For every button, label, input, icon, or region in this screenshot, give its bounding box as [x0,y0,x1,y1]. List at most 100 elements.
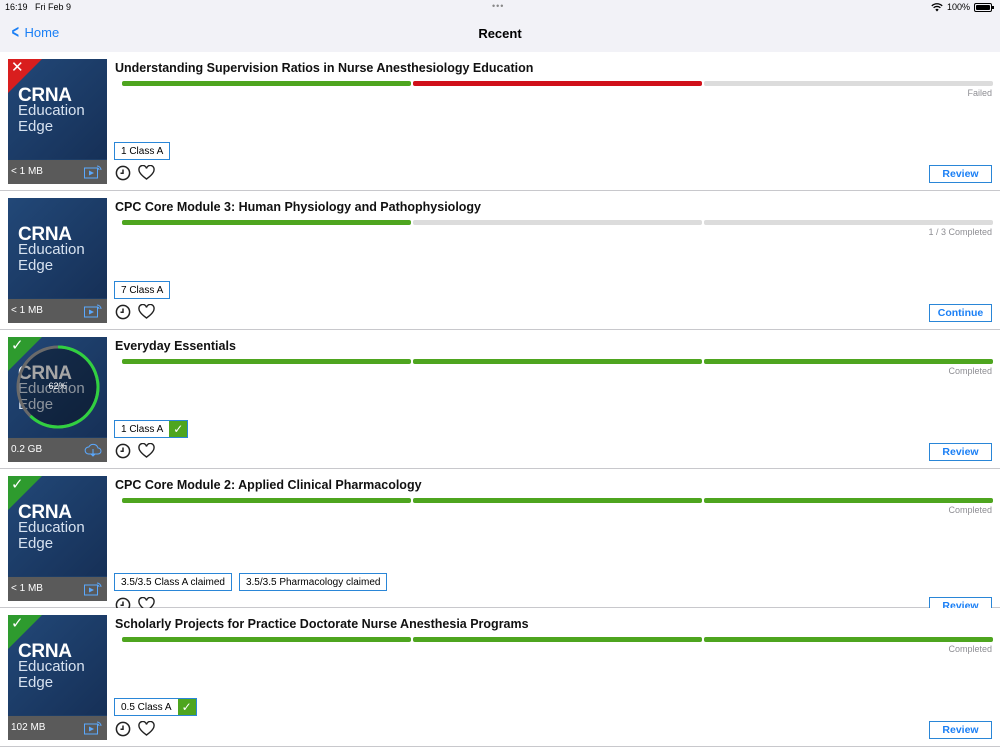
progress-bar [122,359,993,364]
failed-badge [8,59,42,93]
thumbnail-brand-line: Edge [18,397,85,413]
completed-badge [8,615,42,649]
navigation-bar: < Home Recent [0,14,1000,52]
course-thumbnail[interactable]: CRNA Education Edge ✓ 102 MB [8,615,107,740]
thumbnail-brand-subtitle: Education Edge [18,381,85,413]
cloud-download-icon[interactable] [84,443,102,457]
heart-icon[interactable] [138,597,155,613]
play-icon[interactable] [84,721,102,735]
review-button[interactable]: Review [929,721,992,739]
course-title[interactable]: Scholarly Projects for Practice Doctorat… [115,617,529,631]
status-time: 16:19 [5,2,28,12]
course-title[interactable]: Everyday Essentials [115,339,236,353]
thumbnail-brand-title: CRNA [18,224,72,245]
course-thumbnail[interactable]: CRNA Education Edge 62% ✓ 0.2 GB [8,337,107,462]
file-size: 102 MB [11,722,46,733]
back-label: Home [24,25,60,40]
thumbnail-brand-line: Education [18,658,85,675]
progress-status: Completed [948,505,992,515]
clock-icon[interactable] [115,304,131,320]
progress-bar [122,637,993,642]
play-icon[interactable] [84,165,102,179]
list-item[interactable]: CRNA Education Edge 62% ✓ 0.2 GB Everyda… [0,330,1000,469]
thumbnail-brand-line: Edge [18,118,54,135]
clock-icon[interactable] [115,721,131,737]
list-item[interactable]: CRNA Education Edge ✓ < 1 MB CPC Core Mo… [0,469,1000,615]
status-bar: 16:19 Fri Feb 9 ••• 100% [0,0,1000,14]
credit-tag: 3.5/3.5 Pharmacology claimed [238,573,388,591]
thumbnail-footer: 102 MB [8,716,107,740]
thumbnail-background [8,198,107,298]
thumbnail-brand-line: Edge [18,674,54,691]
thumbnail-brand-line: Education [18,241,85,258]
claimed-check-icon: ✓ [177,699,196,715]
download-percent: 62% [48,381,67,391]
status-date: Fri Feb 9 [35,2,72,12]
battery-icon [974,2,994,12]
continue-button[interactable]: Continue [929,304,992,322]
recent-list: CRNA Education Edge ✕ < 1 MB Understandi… [0,52,1000,747]
credit-tag-label: 7 Class A [121,284,164,296]
multitasking-dots-icon[interactable]: ••• [492,1,505,11]
credit-tag: 3.5/3.5 Class A claimed [114,573,232,591]
course-title[interactable]: Understanding Supervision Ratios in Nurs… [115,61,534,75]
heart-icon[interactable] [138,721,155,737]
credit-tag: 1 Class A ✓ [114,420,189,438]
row-icons [115,721,155,737]
file-size: 0.2 GB [11,444,43,455]
thumbnail-brand-line: Edge [18,535,54,552]
credit-tag-label: 1 Class A [121,145,164,157]
list-item[interactable]: CRNA Education Edge ✓ 102 MB Scholarly P… [0,608,1000,747]
progress-segment [413,498,702,503]
review-button[interactable]: Review [929,443,992,461]
wifi-icon [931,2,943,11]
course-thumbnail[interactable]: CRNA Education Edge < 1 MB [8,198,107,323]
progress-segment [413,81,702,86]
clock-icon[interactable] [115,443,131,459]
thumbnail-brand-subtitle: Education Edge [18,659,85,691]
file-size: < 1 MB [11,166,43,177]
completed-badge [8,337,42,371]
progress-segment [413,359,702,364]
progress-segment [122,81,411,86]
credit-tag: 0.5 Class A ✓ [114,698,197,716]
review-button[interactable]: Review [929,165,992,183]
credit-tag: 1 Class A [114,142,171,160]
list-item[interactable]: CRNA Education Edge < 1 MB CPC Core Modu… [0,191,1000,330]
chevron-left-icon: < [11,22,19,42]
heart-icon[interactable] [138,165,155,181]
thumbnail-footer: < 1 MB [8,160,107,184]
progress-segment [122,498,411,503]
file-size: < 1 MB [11,583,43,594]
completed-badge [8,476,42,510]
clock-icon[interactable] [115,165,131,181]
progress-segment [122,637,411,642]
course-thumbnail[interactable]: CRNA Education Edge ✓ < 1 MB [8,476,107,601]
progress-status: Failed [967,88,992,98]
page-title: Recent [478,26,522,41]
checkmark-icon: ✓ [11,337,24,354]
course-title[interactable]: CPC Core Module 2: Applied Clinical Phar… [115,478,422,492]
credit-tags: 1 Class A ✓ [114,420,189,438]
back-button[interactable]: < Home [10,22,60,42]
thumbnail-brand-line: Education [18,381,85,397]
progress-segment [704,637,993,642]
credit-tags: 1 Class A [114,142,171,160]
claimed-check-icon: ✓ [169,421,188,437]
credit-tags: 7 Class A [114,281,171,299]
course-thumbnail[interactable]: CRNA Education Edge ✕ < 1 MB [8,59,107,184]
credit-tag-label: 0.5 Class A [121,701,172,713]
thumbnail-footer: < 1 MB [8,299,107,323]
play-icon[interactable] [84,582,102,596]
credit-tags: 0.5 Class A ✓ [114,698,197,716]
x-mark-icon: ✕ [11,59,24,76]
play-icon[interactable] [84,304,102,318]
list-item[interactable]: CRNA Education Edge ✕ < 1 MB Understandi… [0,52,1000,191]
checkmark-icon: ✓ [11,615,24,632]
progress-segment [122,220,411,225]
credit-tag-label: 1 Class A [121,423,164,435]
heart-icon[interactable] [138,443,155,459]
course-title[interactable]: CPC Core Module 3: Human Physiology and … [115,200,482,214]
progress-status: Completed [948,644,992,654]
heart-icon[interactable] [138,304,155,320]
